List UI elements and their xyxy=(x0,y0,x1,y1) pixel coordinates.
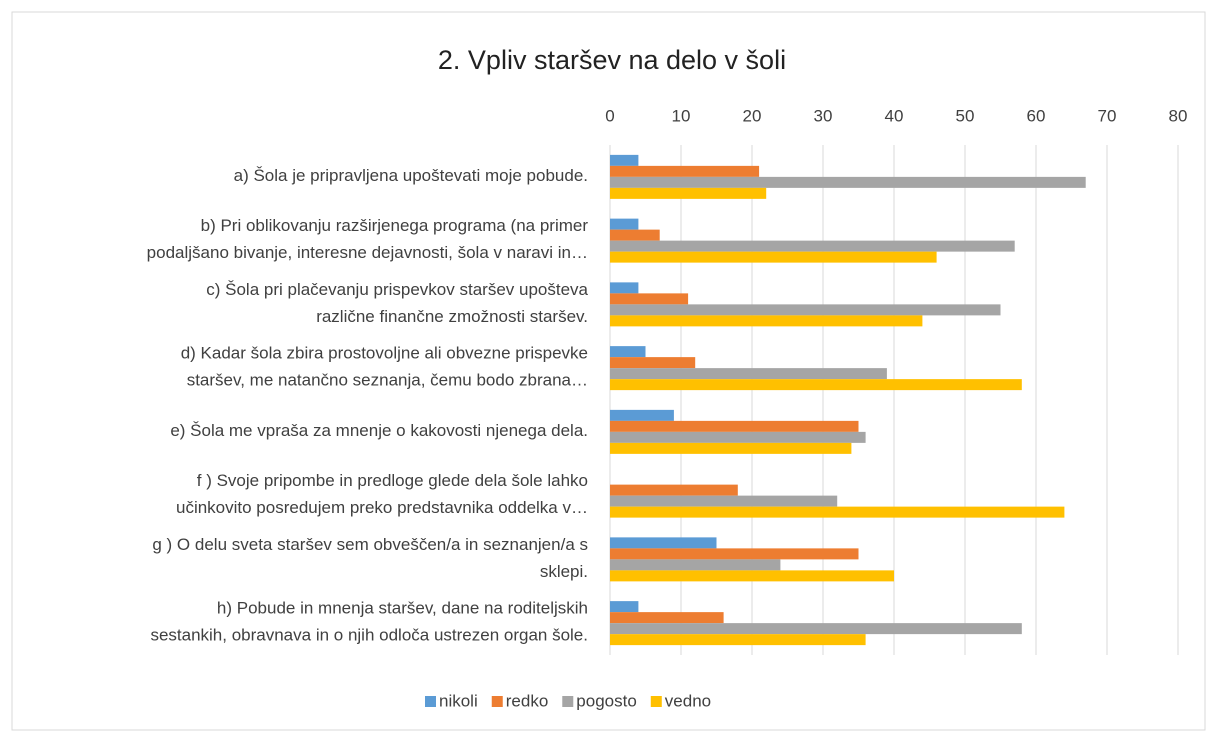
bar xyxy=(610,304,1001,316)
bar xyxy=(610,218,639,230)
x-tick-label: 50 xyxy=(956,106,975,125)
bar xyxy=(610,601,639,613)
y-tick-label: c) Šola pri plačevanju prispevkov starše… xyxy=(206,280,588,326)
legend-swatch xyxy=(425,696,436,707)
bar xyxy=(610,559,781,571)
bar xyxy=(610,187,767,199)
bar xyxy=(610,293,689,305)
y-tick-label: e) Šola me vpraša za mnenje o kakovosti … xyxy=(170,421,588,440)
x-tick-label: 30 xyxy=(814,106,833,125)
legend-swatch xyxy=(650,696,662,707)
bar xyxy=(610,315,923,327)
x-tick-label: 10 xyxy=(672,106,691,125)
bar xyxy=(610,537,717,549)
legend-swatch xyxy=(491,696,503,707)
bar xyxy=(610,442,852,454)
legend-label: redko xyxy=(506,691,549,710)
x-tick-label: 80 xyxy=(1169,106,1188,125)
bar xyxy=(610,431,866,443)
bar xyxy=(610,379,1022,391)
bar xyxy=(610,548,859,560)
bar xyxy=(610,506,1065,518)
bar xyxy=(610,634,866,646)
y-tick-label: a) Šola je pripravljena upoštevati moje … xyxy=(234,166,588,185)
bar xyxy=(610,420,859,432)
bar xyxy=(610,612,724,624)
x-tick-label: 20 xyxy=(743,106,762,125)
y-tick-label: b) Pri oblikovanju razširjenega programa… xyxy=(147,217,589,263)
bar xyxy=(610,176,1086,188)
bar xyxy=(610,165,760,177)
bar xyxy=(610,229,660,241)
bar xyxy=(610,409,674,421)
chart-border xyxy=(11,11,1206,731)
x-tick-label: 0 xyxy=(605,106,614,125)
x-tick-label: 40 xyxy=(885,106,904,125)
y-tick-label: d) Kadar šola zbira prostovoljne ali obv… xyxy=(181,344,588,390)
x-tick-label: 70 xyxy=(1098,106,1117,125)
y-tick-label: g ) O delu sveta staršev sem obveščen/a … xyxy=(152,535,588,581)
bar xyxy=(610,484,738,496)
legend-label: vedno xyxy=(665,691,711,710)
bar xyxy=(610,357,696,369)
x-tick-label: 60 xyxy=(1027,106,1046,125)
bar xyxy=(610,240,1015,252)
legend-label: nikoli xyxy=(439,691,478,710)
bar xyxy=(610,251,937,263)
y-tick-label: h) Pobude in mnenja staršev, dane na rod… xyxy=(150,599,588,645)
bar xyxy=(610,154,639,166)
bar xyxy=(610,495,838,507)
bar xyxy=(610,623,1022,635)
chart-title: 2. Vpliv staršev na delo v šoli xyxy=(438,45,786,75)
legend-swatch xyxy=(562,696,574,707)
bar xyxy=(610,282,639,294)
y-tick-label: f ) Svoje pripombe in predloge glede del… xyxy=(176,472,588,518)
bar xyxy=(610,368,887,380)
bar xyxy=(610,346,646,358)
legend-label: pogosto xyxy=(576,691,637,710)
bar xyxy=(610,570,894,582)
